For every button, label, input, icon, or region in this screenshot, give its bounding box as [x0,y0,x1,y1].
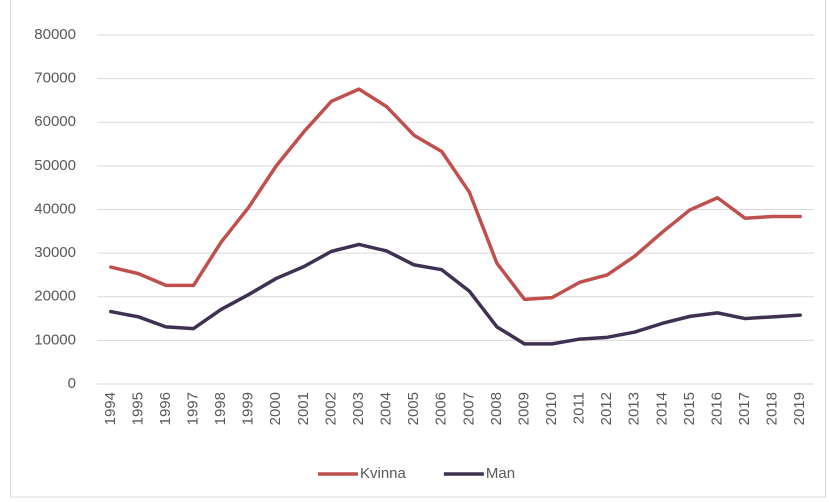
legend-label: Man [486,465,515,482]
x-tick-label: 1998 [212,392,229,425]
x-tick-label: 2018 [764,392,781,425]
x-tick-label: 1996 [157,392,174,425]
y-tick-label: 0 [68,375,76,392]
x-tick-label: 2012 [598,392,615,425]
x-tick-label: 2009 [515,392,532,425]
x-tick-label: 2017 [736,392,753,425]
x-tick-label: 2019 [791,392,808,425]
x-tick-label: 2004 [378,392,395,425]
x-tick-label: 1999 [240,392,257,425]
x-tick-label: 2015 [681,392,698,425]
x-tick-label: 2002 [322,392,339,425]
x-tick-label: 2003 [350,392,367,425]
x-tick-label: 2000 [267,392,284,425]
series-line [109,242,802,346]
y-tick-label: 10000 [34,331,76,348]
x-tick-label: 2008 [488,392,505,425]
y-tick-label: 60000 [34,113,76,130]
y-tick-label: 30000 [34,244,76,261]
x-tick-label: 2010 [543,392,560,425]
y-tick-label: 50000 [34,157,76,174]
y-tick-label: 80000 [34,26,76,43]
x-tick-label: 2005 [405,392,422,425]
x-tick-label: 2006 [433,392,450,425]
x-tick-label: 2011 [571,392,588,424]
y-tick-label: 70000 [34,70,76,87]
x-tick-label: 1995 [129,392,146,425]
y-tick-label: 20000 [34,288,76,305]
x-tick-label: 1994 [102,392,119,425]
x-tick-label: 2014 [653,392,670,425]
x-tick-label: 2016 [708,392,725,425]
legend-label: Kvinna [360,465,407,482]
chart-frame [10,0,826,498]
series-line [109,87,802,302]
x-tick-label: 2013 [626,392,643,425]
x-tick-label: 2007 [460,392,477,425]
x-tick-label: 2001 [295,392,312,425]
y-tick-label: 40000 [34,200,76,217]
x-tick-label: 1997 [184,392,201,425]
